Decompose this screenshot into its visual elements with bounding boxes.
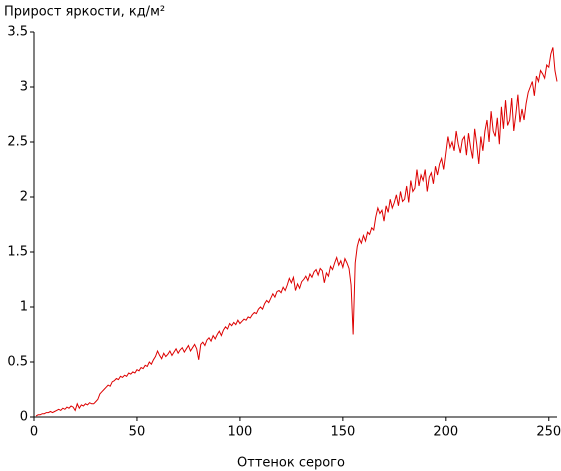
data-line [35, 47, 558, 417]
y-tick-label: 0 [20, 410, 28, 425]
y-tick-label: 3.5 [7, 25, 28, 40]
x-tick-label: 100 [227, 425, 252, 440]
chart-title: Прирост яркости, кд/м² [4, 5, 165, 20]
x-tick-label: 150 [330, 425, 355, 440]
x-axis-label: Оттенок серого [237, 456, 345, 471]
x-tick-label: 0 [30, 425, 38, 440]
x-tick-label: 50 [129, 425, 146, 440]
x-tick-label: 200 [433, 425, 458, 440]
y-tick-label: 2 [20, 190, 28, 205]
y-tick-label: 3 [20, 80, 28, 95]
x-tick-label: 250 [536, 425, 561, 440]
y-tick-label: 1 [20, 300, 28, 315]
y-tick-label: 0.5 [7, 355, 28, 370]
y-tick-label: 2.5 [7, 135, 28, 150]
y-tick-label: 1.5 [7, 245, 28, 260]
